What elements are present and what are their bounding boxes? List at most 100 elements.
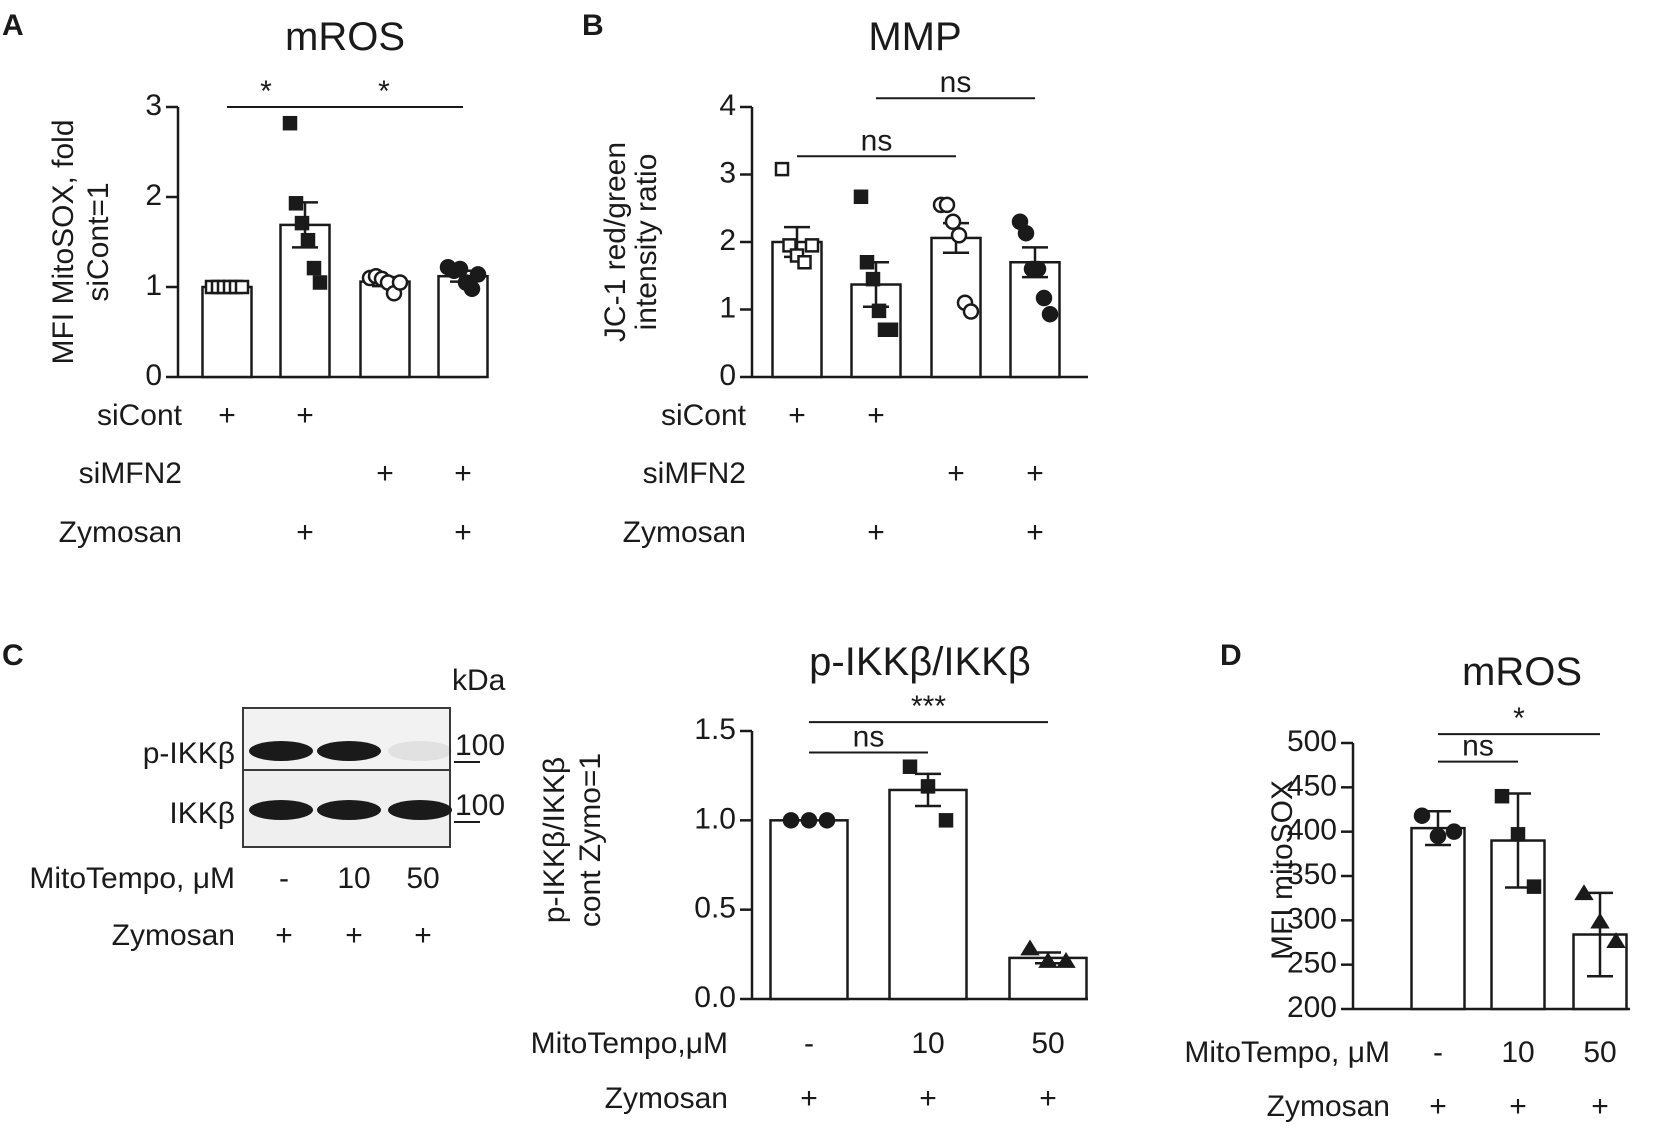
chart-c-ylabel-line-2: cont Zymo=1 <box>574 753 607 927</box>
chart-d-y-tick-label: 200 <box>1287 991 1337 1024</box>
chart-b-point-3-2 <box>938 196 956 214</box>
chart-c-condition-mark-1-2: 10 <box>911 1027 944 1060</box>
chart-b-y-tick-label: 4 <box>719 89 736 122</box>
chart-b-condition-mark-2-3: + <box>947 457 965 490</box>
panel-label-c: C <box>2 639 24 672</box>
chart-d-title: mROS <box>1462 650 1582 694</box>
chart-c-point-2-2 <box>920 779 936 794</box>
chart-b-point-2-2 <box>859 255 875 270</box>
chart-b-point-4-6 <box>1041 305 1059 323</box>
chart-c-point-1-2 <box>800 812 818 829</box>
chart-d-y-tick-label: 400 <box>1287 814 1337 847</box>
panel-label-a: A <box>2 9 24 42</box>
chart-d-y-tick-label: 500 <box>1287 725 1337 758</box>
blot-band-1-1 <box>249 741 313 761</box>
chart-b-condition-mark-2-4: + <box>1026 457 1044 490</box>
chart-c-title: p-IKKβ/IKKβ <box>809 640 1031 684</box>
chart-c-bar-1 <box>769 819 849 1001</box>
chart-d-y-tick-label: 450 <box>1287 769 1337 802</box>
blot-band-1-2 <box>317 741 381 761</box>
chart-b-point-2-1 <box>853 189 869 205</box>
chart-d-ylabel-line-1: MFI mitoSOX <box>1266 780 1299 960</box>
chart-d-condition-label-1: MitoTempo, μM <box>1184 1036 1390 1069</box>
chart-a-bar-1 <box>201 285 253 379</box>
chart-b-point-2-3 <box>865 271 881 287</box>
chart-c-point-3-3 <box>1056 951 1076 968</box>
chart-a-point-2-1 <box>282 115 298 131</box>
chart-b-point-2-6 <box>883 322 899 337</box>
blot-condition-label-zymosan: Zymosan <box>112 919 235 952</box>
chart-a-title: mROS <box>285 15 405 59</box>
chart-b-point-3-4 <box>950 227 968 244</box>
chart-d-condition-label-2: Zymosan <box>1267 1090 1390 1123</box>
chart-a-condition-label-1: siCont <box>97 399 183 432</box>
chart-d-y-tick-label: 250 <box>1287 947 1337 980</box>
chart-b-point-4-5 <box>1035 289 1053 307</box>
chart-d-condition-mark-1-1: - <box>1433 1036 1443 1069</box>
chart-d-point-2-3 <box>1526 879 1542 894</box>
chart-a-point-1-6 <box>234 279 250 295</box>
chart-d-point-1-2 <box>1429 827 1447 845</box>
chart-c-y-tick-label: 0.5 <box>694 892 736 925</box>
chart-d-condition-mark-2-2: + <box>1509 1090 1527 1123</box>
chart-a-condition-mark-1-1: + <box>218 399 236 432</box>
blot-kda-label: kDa <box>452 664 506 697</box>
chart-d-bar-2 <box>1490 839 1546 1011</box>
chart-b-y-tick-label: 0 <box>719 359 736 392</box>
chart-a-mros: mROS MFI MitoSOX, fold siCont=1 0 1 2 3 * * siCon… <box>47 15 489 549</box>
chart-c-point-3-1 <box>1020 939 1040 956</box>
chart-b-point-3-6 <box>962 303 980 320</box>
chart-c-condition-mark-2-1: + <box>800 1082 818 1115</box>
chart-b-ylabel-line-1: JC-1 red/green <box>599 142 632 342</box>
chart-a-condition-label-2: siMFN2 <box>79 457 182 490</box>
chart-b-point-2-4 <box>871 303 887 319</box>
chart-b-point-1-1 <box>774 161 790 177</box>
chart-b-condition-label-2: siMFN2 <box>643 457 746 490</box>
chart-d-point-3-1 <box>1574 884 1594 901</box>
chart-b-point-1-5 <box>804 238 820 253</box>
chart-a-bar-4 <box>437 274 489 379</box>
chart-d-condition-mark-2-1: + <box>1429 1090 1447 1123</box>
blot-condition-label-mitotempo: MitoTempo, μM <box>29 862 235 895</box>
chart-c-point-2-3 <box>938 813 954 828</box>
chart-a-bar-3 <box>359 280 411 379</box>
chart-d-point-3-2 <box>1590 912 1610 929</box>
chart-c-point-2-1 <box>902 759 918 774</box>
chart-a-y-tick-label: 3 <box>145 89 162 122</box>
chart-a-condition-mark-3-4: + <box>454 516 472 549</box>
chart-a-condition-mark-2-4: + <box>454 457 472 490</box>
blot-label-ikkb: IKKβ <box>169 797 235 830</box>
chart-c-y-tick-label: 0.0 <box>694 981 736 1014</box>
chart-b-sig-label-2: ns <box>940 66 972 99</box>
chart-a-point-2-6 <box>312 275 328 290</box>
chart-b-y-tick-label: 2 <box>719 224 736 257</box>
chart-b-condition-label-3: Zymosan <box>623 516 746 549</box>
chart-c-y-tick-label: 1.5 <box>694 713 736 746</box>
chart-a-y-tick-label: 2 <box>145 179 162 212</box>
chart-a-sig-label-2: * <box>378 75 390 108</box>
chart-a-condition-mark-1-2: + <box>296 399 314 432</box>
chart-d-y-tick-label: 300 <box>1287 902 1337 935</box>
chart-d-point-3-3 <box>1606 932 1626 949</box>
chart-c-point-3-2 <box>1038 951 1058 968</box>
chart-c-condition-mark-1-3: 50 <box>1031 1027 1064 1060</box>
chart-a-point-4-3 <box>451 260 469 278</box>
chart-b-point-1-4 <box>797 255 812 270</box>
blot-band-2-1 <box>249 800 313 820</box>
chart-b-sig-label-1: ns <box>861 124 893 157</box>
chart-a-point-2-3 <box>294 215 310 231</box>
chart-a-condition-mark-2-3: + <box>376 457 394 490</box>
chart-b-condition-mark-3-4: + <box>1026 516 1044 549</box>
chart-c-ylabel-line-1: p-IKKβ/IKKβ <box>538 757 571 923</box>
chart-b-condition-mark-3-2: + <box>867 516 885 549</box>
chart-a-y-tick-label: 1 <box>145 269 162 302</box>
chart-d-condition-mark-1-2: 10 <box>1501 1036 1534 1069</box>
chart-c-condition-mark-2-3: + <box>1039 1082 1057 1115</box>
chart-a-point-2-2 <box>288 196 304 211</box>
chart-a-point-2-4 <box>300 232 316 248</box>
chart-c-condition-mark-1-1: - <box>804 1027 814 1060</box>
chart-c-sig-label-2: *** <box>911 690 946 723</box>
